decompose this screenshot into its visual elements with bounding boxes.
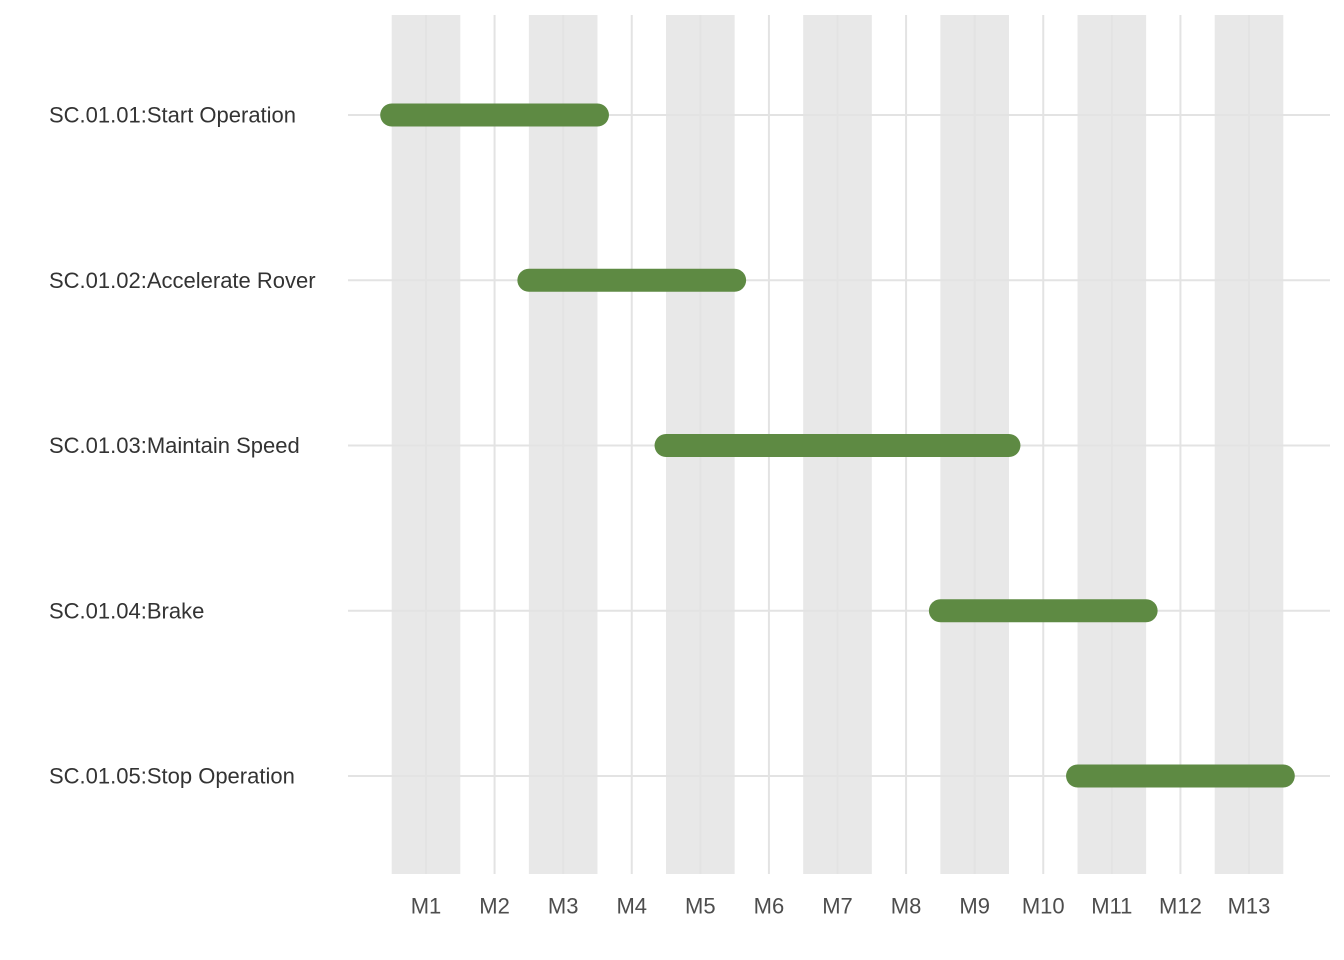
x-tick-label: M3 (548, 894, 579, 919)
task-bars (380, 103, 1295, 788)
task-label: SC.01.02:Accelerate Rover (49, 268, 316, 293)
x-axis-labels: M1 M2 M3 M4 M5 M6 M7 M8 M9 M10 M11 M12 M13 (411, 894, 1271, 919)
task-label: SC.01.05:Stop Operation (49, 764, 295, 789)
x-tick-label: M4 (616, 894, 647, 919)
x-tick-label: M9 (959, 894, 990, 919)
task-label: SC.01.01:Start Operation (49, 103, 296, 128)
x-tick-label: M6 (754, 894, 785, 919)
x-tick-label: M13 (1228, 894, 1271, 919)
x-tick-label: M8 (891, 894, 922, 919)
x-tick-label: M2 (479, 894, 510, 919)
x-tick-label: M12 (1159, 894, 1202, 919)
x-tick-label: M5 (685, 894, 716, 919)
x-tick-label: M7 (822, 894, 853, 919)
task-label: SC.01.04:Brake (49, 598, 204, 623)
y-axis-labels: SC.01.01:Start Operation SC.01.02:Acceler… (49, 103, 316, 789)
task-label: SC.01.03:Maintain Speed (49, 433, 300, 458)
x-tick-label: M11 (1091, 894, 1132, 919)
x-tick-label: M10 (1022, 894, 1065, 919)
x-tick-label: M1 (411, 894, 442, 919)
